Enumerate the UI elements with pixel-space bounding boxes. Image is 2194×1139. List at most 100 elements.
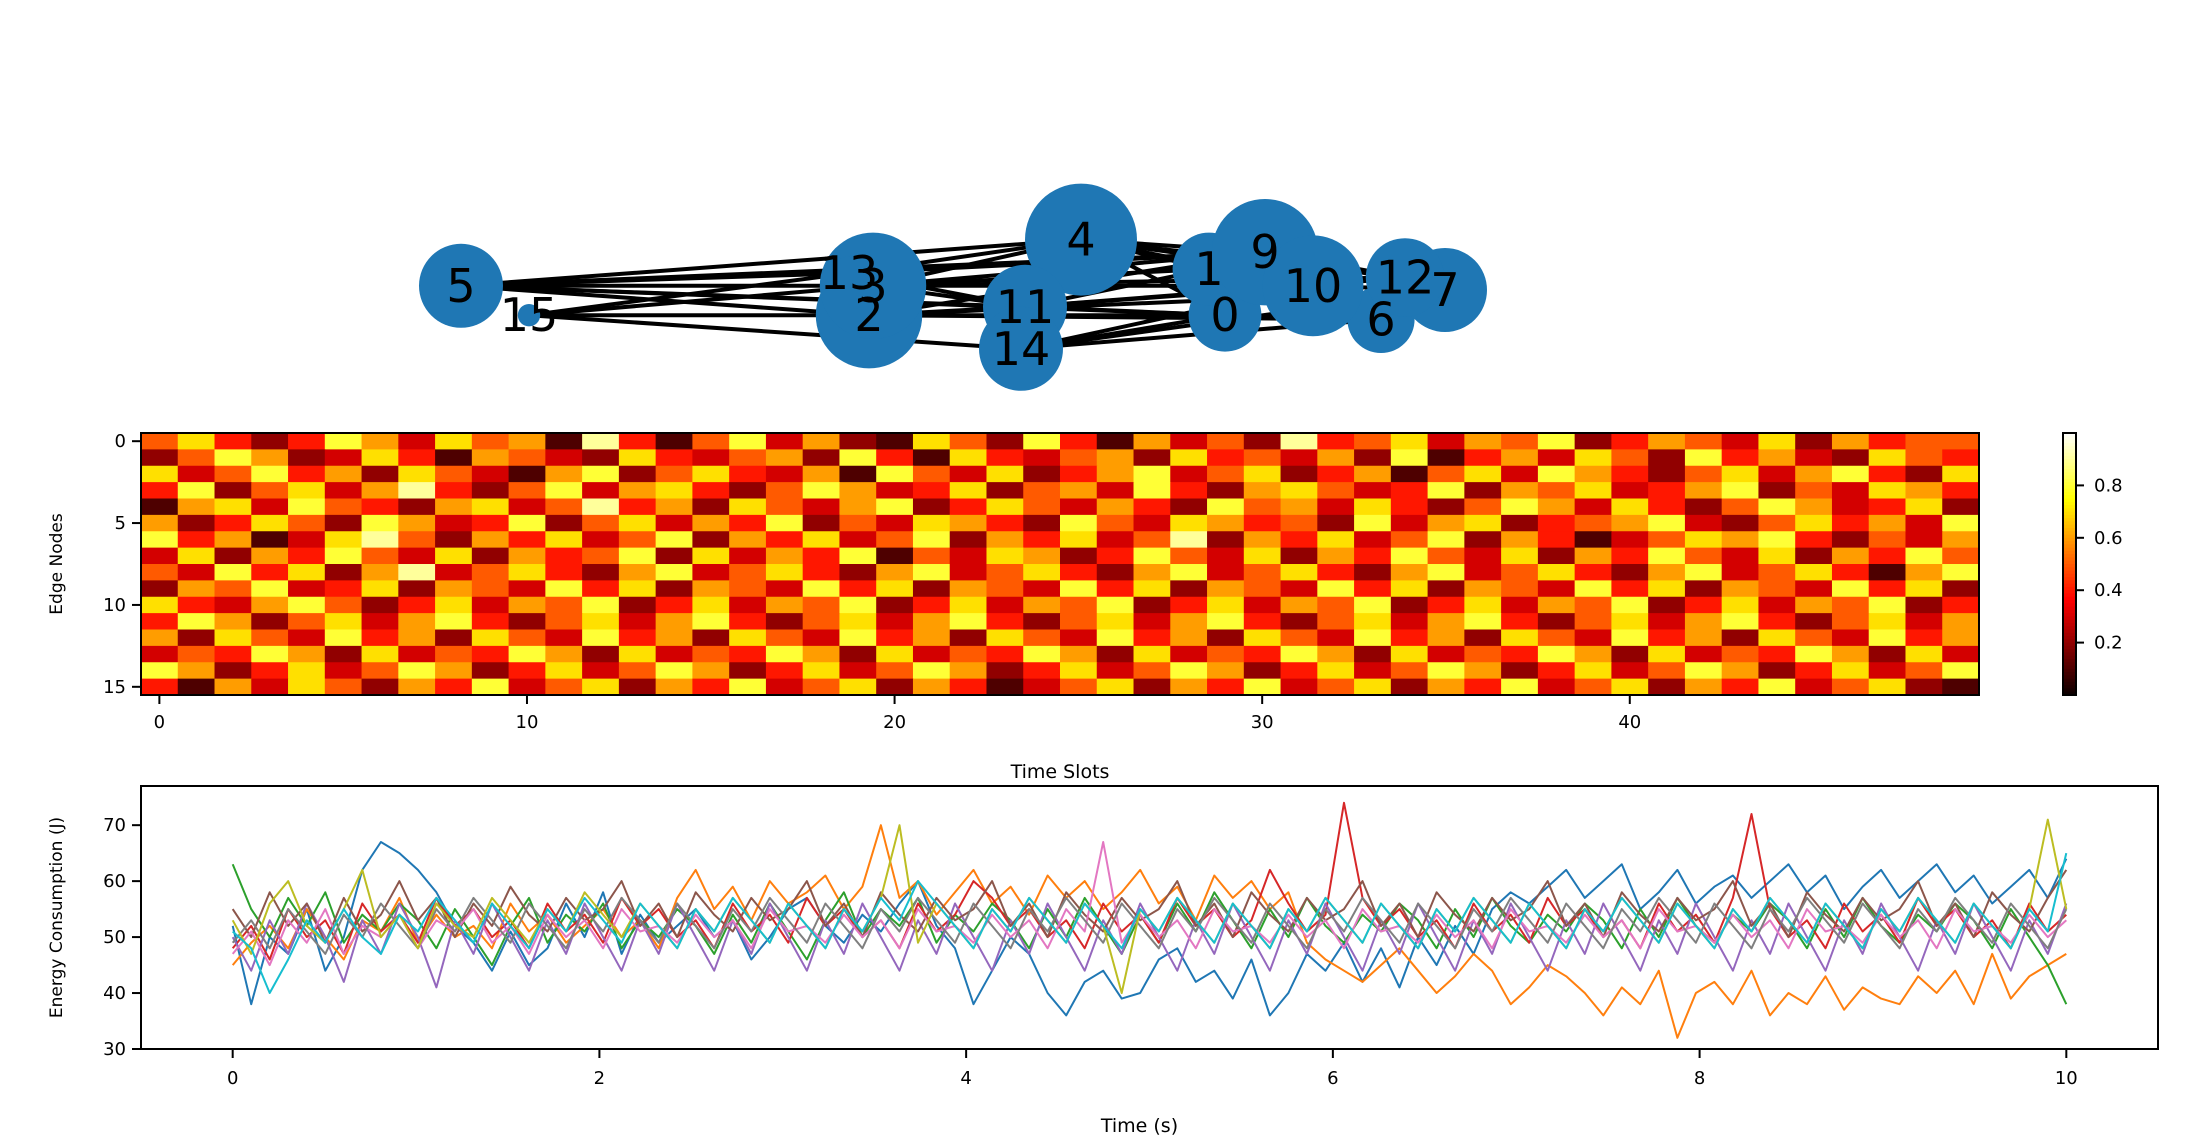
heatmap-cell xyxy=(508,498,546,516)
heatmap-cell xyxy=(839,547,877,565)
heatmap-cell xyxy=(986,449,1024,467)
heatmap-cell xyxy=(1942,531,1980,549)
heatmap-cell xyxy=(1905,662,1943,680)
heatmap-cell xyxy=(177,531,216,549)
heatmap-cell xyxy=(141,629,179,647)
heatmap-cell xyxy=(288,662,326,680)
colorbar-segment xyxy=(2063,586,2076,591)
heatmap-cell xyxy=(655,433,693,450)
heatmap-cell xyxy=(1501,465,1539,483)
colorbar-segment xyxy=(2063,544,2076,549)
colorbar-segment xyxy=(2063,554,2076,559)
colorbar-segment xyxy=(2063,514,2076,519)
heatmap-cell xyxy=(1243,645,1282,663)
colorbar-segment xyxy=(2063,527,2076,532)
heatmap-cell xyxy=(1317,596,1355,614)
heatmap-cell xyxy=(618,613,657,631)
colorbar-segment xyxy=(2063,573,2076,578)
heatmap-cell xyxy=(802,613,841,631)
heatmap-cell xyxy=(1464,498,1502,516)
colorbar-segment xyxy=(2063,462,2076,467)
heatmap-cell xyxy=(1942,629,1980,647)
heatmap-cell xyxy=(1207,678,1245,696)
heatmap-cell xyxy=(1905,498,1943,516)
heatmap-cell xyxy=(1060,629,1098,647)
heatmap-cell xyxy=(1390,482,1429,500)
heatmap-cell xyxy=(288,629,326,647)
line-chart-x-ticks: 0 2 4 6 8 10 xyxy=(227,1049,2078,1089)
heatmap-cell xyxy=(1721,596,1760,614)
colorbar-segment xyxy=(2063,531,2076,536)
heatmap-cell xyxy=(1464,465,1502,483)
heatmap-cell xyxy=(1795,531,1833,549)
heatmap-cell xyxy=(1501,498,1539,516)
heatmap-cell xyxy=(1684,596,1723,614)
network-node-label: 12 xyxy=(1376,250,1435,304)
heatmap-cell xyxy=(1427,498,1465,516)
colorbar-segment xyxy=(2063,645,2076,650)
heatmap-cell xyxy=(582,596,620,614)
heatmap-cell xyxy=(1390,514,1429,532)
heatmap-cell xyxy=(177,465,216,483)
heatmap-cell xyxy=(1243,580,1282,598)
heatmap-cell xyxy=(618,580,657,598)
heatmap-cell xyxy=(839,482,877,500)
heatmap-cell xyxy=(729,596,767,614)
heatmap-cell xyxy=(618,662,657,680)
colorbar-segment xyxy=(2063,521,2076,526)
heatmap-cell xyxy=(1390,580,1429,598)
heatmap-cell xyxy=(1096,449,1135,467)
heatmap-cell xyxy=(435,645,473,663)
heatmap-y-tick-label: 5 xyxy=(115,513,126,534)
heatmap-cell xyxy=(1390,596,1429,614)
heatmap-cell xyxy=(1464,662,1502,680)
heatmap-cell xyxy=(582,564,620,581)
heatmap-cell xyxy=(177,433,216,450)
heatmap-cell xyxy=(1023,547,1061,565)
heatmap-cell xyxy=(1648,433,1686,450)
heatmap-cell xyxy=(1574,662,1612,680)
heatmap-cell xyxy=(1354,613,1392,631)
heatmap-cell xyxy=(361,449,399,467)
heatmap-cell xyxy=(141,433,179,450)
heatmap-cell xyxy=(618,645,657,663)
heatmap-cell xyxy=(986,678,1024,696)
heatmap-cell xyxy=(986,613,1024,631)
heatmap-cell xyxy=(692,564,730,581)
colorbar-segment xyxy=(2063,501,2076,506)
heatmap-cell xyxy=(1611,498,1649,516)
heatmap-cell xyxy=(839,564,877,581)
heatmap-cell xyxy=(1060,645,1098,663)
heatmap-cell xyxy=(1721,547,1760,565)
network-node-label: 3 xyxy=(858,259,887,313)
heatmap-cell xyxy=(912,662,951,680)
heatmap-cell xyxy=(545,433,583,450)
heatmap-cell xyxy=(545,629,583,647)
colorbar-segment xyxy=(2063,655,2076,660)
heatmap-cell xyxy=(655,465,693,483)
heatmap-cell xyxy=(949,498,988,516)
heatmap-cell xyxy=(1133,645,1171,663)
heatmap-cell xyxy=(692,662,730,680)
heatmap-cell xyxy=(1207,514,1245,532)
heatmap-cell xyxy=(1942,465,1980,483)
heatmap-cell xyxy=(949,514,988,532)
heatmap-cell xyxy=(1831,645,1870,663)
heatmap-cell xyxy=(876,531,914,549)
colorbar-segment xyxy=(2063,524,2076,529)
heatmap-cell xyxy=(765,514,804,532)
heatmap-cell xyxy=(1060,580,1098,598)
heatmap-cell xyxy=(1280,465,1318,483)
heatmap-cell xyxy=(1207,449,1245,467)
heatmap-cell xyxy=(876,514,914,532)
heatmap-cell xyxy=(1868,547,1907,565)
heatmap-cell xyxy=(1795,482,1833,500)
heatmap-cell xyxy=(1795,433,1833,450)
heatmap-cell xyxy=(288,433,326,450)
line-chart-y-tick-label: 40 xyxy=(103,983,126,1004)
colorbar-segment xyxy=(2063,550,2076,555)
heatmap-cell xyxy=(1574,514,1612,532)
heatmap-y-tick-label: 15 xyxy=(103,677,126,698)
heatmap-cell xyxy=(214,678,252,696)
heatmap-cell xyxy=(1905,433,1943,450)
